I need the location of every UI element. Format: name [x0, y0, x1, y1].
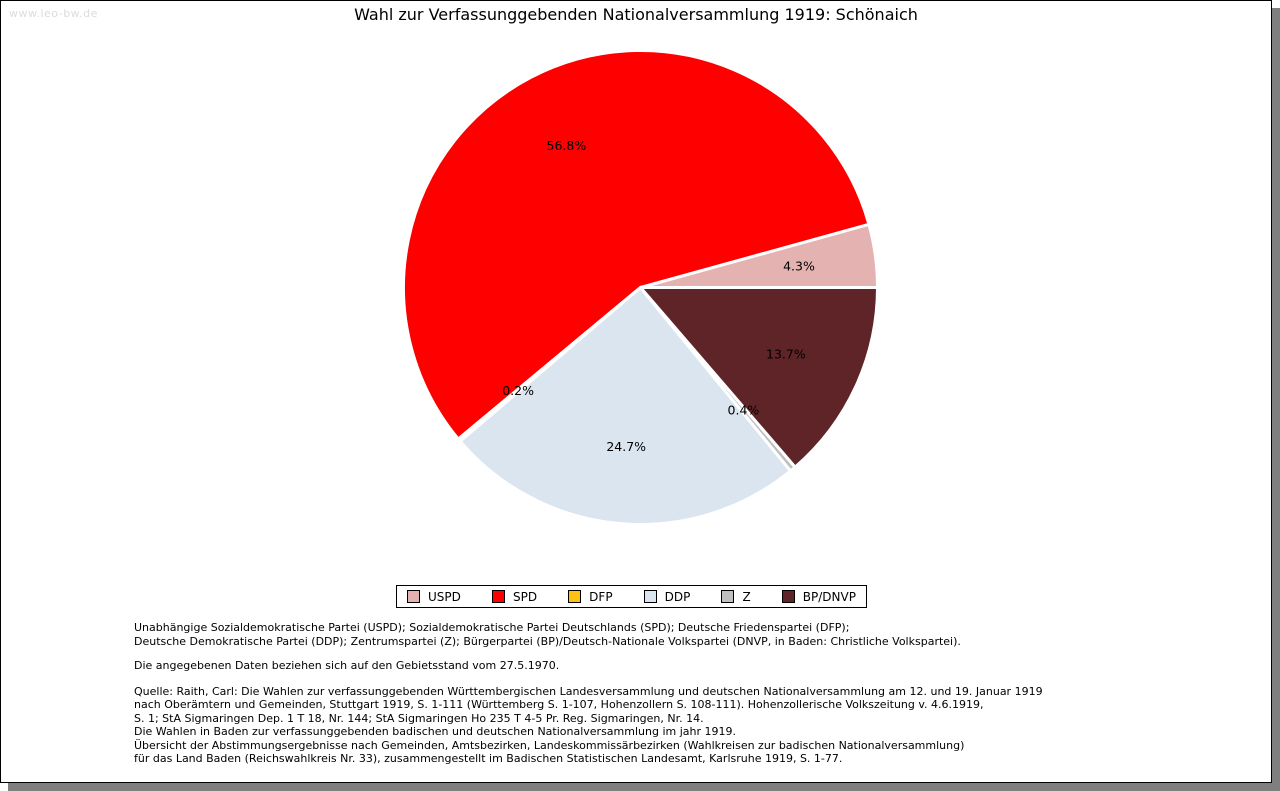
source-note-line: S. 1; StA Sigmaringen Dep. 1 T 18, Nr. 1…	[134, 711, 704, 725]
legend-item-spd: SPD	[491, 589, 538, 604]
legend-swatch-z	[721, 590, 735, 603]
source-note-line: nach Oberämtern und Gemeinden, Stuttgart…	[134, 698, 984, 712]
legend-swatch-bp-dnvp	[781, 590, 795, 603]
source-note-line: Übersicht der Abstimmungsergebnisse nach…	[134, 738, 965, 752]
source-note-line: Quelle: Raith, Carl: Die Wahlen zur verf…	[134, 685, 1043, 698]
legend-swatch-spd	[491, 590, 505, 603]
legend-item-z: Z	[721, 589, 751, 604]
legend-label: USPD	[428, 589, 461, 604]
legend-label: DDP	[664, 589, 691, 604]
source-note-line: Die Wahlen in Baden zur verfassunggebend…	[134, 725, 737, 739]
legend-label: DFP	[589, 589, 613, 604]
pie-slice-percent-label: 4.3%	[783, 258, 815, 273]
legend-swatch-dfp	[568, 590, 582, 603]
gebietsstand-note: Die angegebenen Daten beziehen sich auf …	[134, 659, 560, 672]
pie-slice-bp-dnvp	[639, 286, 879, 469]
party-note-line: Deutsche Demokratische Partei (DDP); Zen…	[134, 635, 961, 648]
legend-label: BP/DNVP	[802, 589, 856, 604]
party-note-line: Unabhängige Sozialdemokratische Partei (…	[134, 621, 850, 634]
legend-swatch-uspd	[407, 590, 420, 603]
legend-label: Z	[742, 589, 751, 604]
source-note-line: für das Land Baden (Reichswahlkreis Nr. …	[134, 752, 843, 766]
legend-item-bp-dnvp: BP/DNVP	[781, 589, 856, 604]
legend-swatch-ddp	[643, 590, 657, 603]
page-title: Wahl zur Verfassunggebenden Nationalvers…	[354, 5, 918, 24]
source-note: Quelle: Raith, Carl: Die Wahlen zur verf…	[134, 685, 1043, 765]
pie-slice-ddp	[458, 286, 793, 526]
pie-slice-percent-label: 56.8%	[547, 138, 587, 153]
legend-label: SPD	[512, 589, 538, 604]
pie-slice-percent-label: 24.7%	[606, 439, 646, 454]
legend-item-ddp: DDP	[643, 589, 691, 604]
legend-item-dfp: DFP	[568, 589, 613, 604]
legend: USPD SPD DFP DDP Z BP/DNVP	[396, 585, 867, 608]
legend-item-uspd: USPD	[407, 590, 461, 604]
pie-slice-percent-label: 0.4%	[728, 402, 760, 417]
pie-slice-spd	[402, 49, 871, 441]
pie-slice-percent-label: 0.2%	[502, 383, 534, 398]
party-abbreviations-note: Unabhängige Sozialdemokratische Partei (…	[134, 621, 961, 649]
pie-slice-percent-label: 13.7%	[766, 347, 806, 362]
watermark: www.leo-bw.de	[9, 7, 98, 20]
